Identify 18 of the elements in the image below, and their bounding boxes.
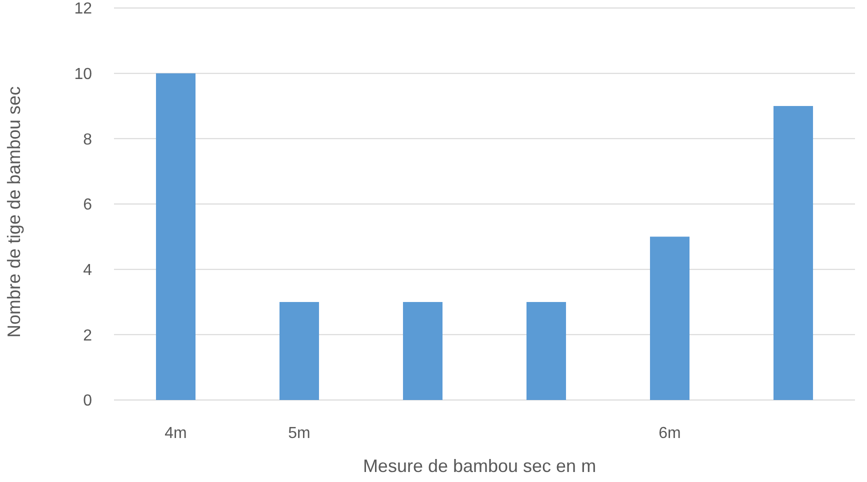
bar [156,73,196,400]
bar [773,106,814,400]
y-tick-label: 10 [74,66,92,83]
y-axis-title: Nombre de tige de bambou sec [4,86,24,338]
x-tick-label: 5m [288,425,310,442]
y-tick-label: 6 [83,196,92,214]
y-tick-label: 4 [83,262,92,279]
y-tick-label: 12 [74,0,92,18]
x-tick-label: 6m [658,425,681,442]
y-tick-label: 0 [83,392,92,410]
y-tick-label: 8 [83,131,92,148]
x-axis-title: Mesure de bambou sec en m [362,456,596,476]
bar [650,236,690,400]
bar [402,302,443,400]
bar [526,302,566,400]
y-tick-label: 2 [83,327,92,344]
bar [279,302,320,400]
x-tick-label: 4m [164,425,187,442]
